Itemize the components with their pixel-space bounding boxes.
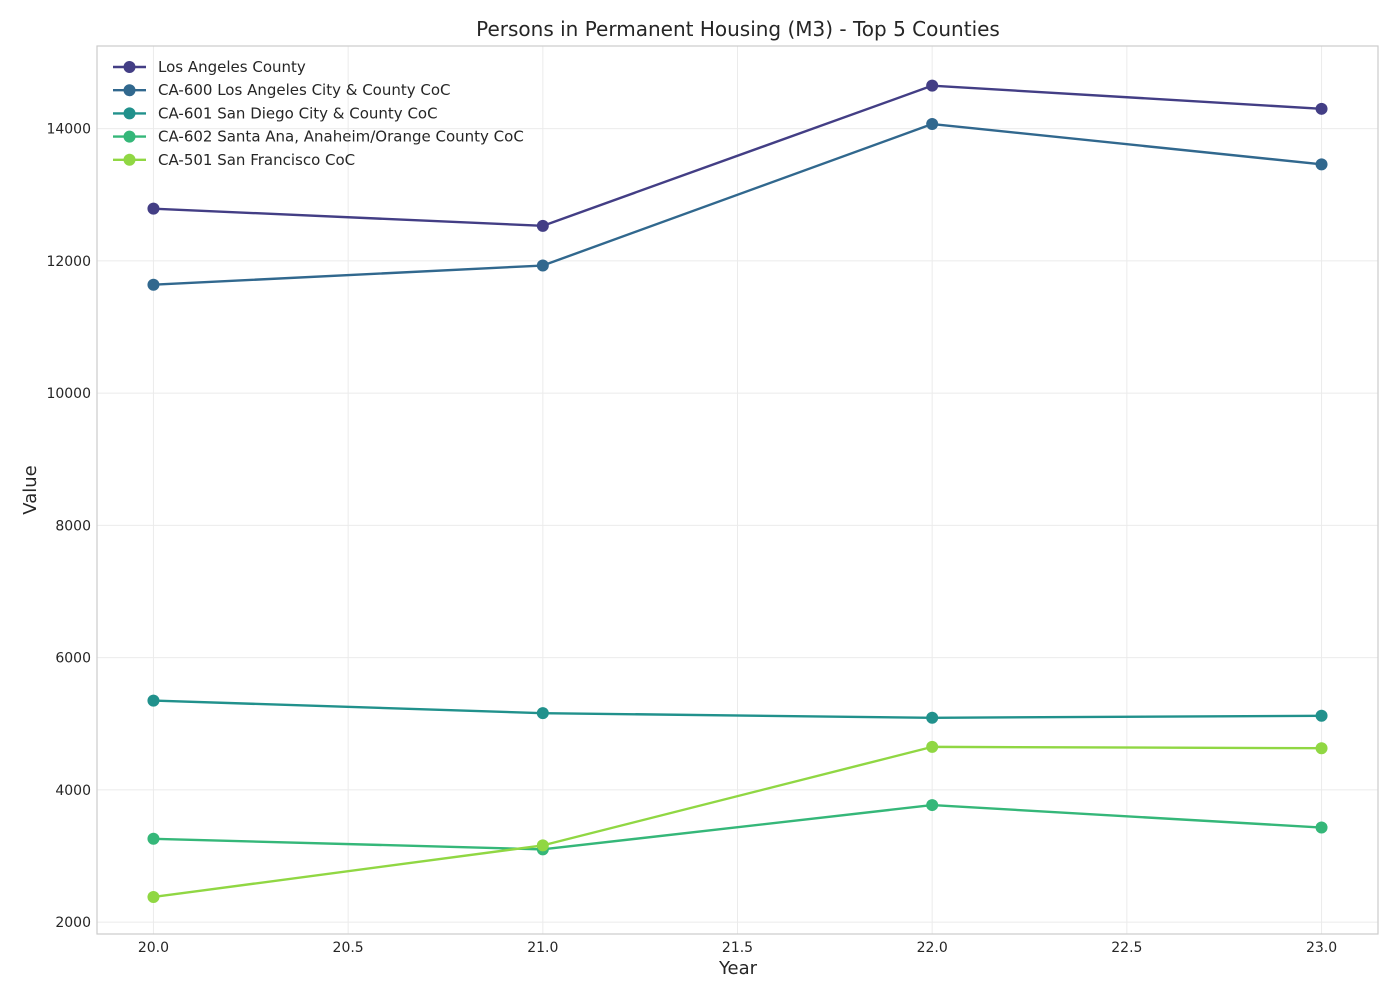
series-group: [147, 694, 1328, 724]
legend-item: Los Angeles County: [113, 58, 306, 76]
chart-title: Persons in Permanent Housing (M3) - Top …: [476, 17, 1000, 41]
data-point: [536, 839, 549, 852]
y-tick-label: 8000: [55, 518, 91, 534]
legend-item: CA-601 San Diego City & County CoC: [113, 104, 438, 122]
y-tick-label: 6000: [55, 651, 91, 667]
data-point: [536, 259, 549, 272]
series-group: [147, 79, 1328, 232]
grid-lines: [97, 46, 1378, 934]
legend-label: CA-601 San Diego City & County CoC: [158, 104, 438, 122]
data-point: [536, 707, 549, 720]
x-tick-label: 22.0: [917, 940, 948, 956]
data-point: [1315, 158, 1328, 171]
data-point: [926, 79, 939, 92]
legend-marker: [123, 84, 136, 97]
legend-item: CA-501 San Francisco CoC: [113, 151, 355, 169]
y-tick-label: 2000: [55, 915, 91, 931]
legend-label: CA-501 San Francisco CoC: [158, 151, 355, 169]
data-point: [926, 711, 939, 724]
data-point: [147, 278, 160, 291]
data-point: [1315, 742, 1328, 755]
legend-label: Los Angeles County: [158, 58, 306, 76]
y-tick-label: 14000: [46, 122, 91, 138]
x-tick-label: 21.5: [722, 940, 753, 956]
legend-label: CA-600 Los Angeles City & County CoC: [158, 81, 451, 99]
series-line: [153, 803, 1322, 851]
data-point: [926, 799, 939, 812]
legend-marker: [123, 153, 136, 166]
legend-marker: [123, 107, 136, 120]
y-tick-label: 10000: [46, 386, 91, 402]
data-point: [1315, 709, 1328, 722]
data-point: [147, 832, 160, 845]
plot-frame: [96, 45, 1379, 935]
x-tick-label: 20.5: [333, 940, 364, 956]
series-line: [153, 84, 1322, 228]
x-tick-label: 20.0: [138, 940, 169, 956]
y-tick-label: 12000: [46, 254, 91, 270]
x-tick-label: 23.0: [1306, 940, 1337, 956]
data-point: [147, 694, 160, 707]
data-series: [147, 79, 1328, 903]
series-line: [153, 745, 1322, 899]
legend: Los Angeles County CA-600 Los Angeles Cit…: [113, 58, 524, 169]
series-line: [153, 699, 1322, 719]
series-group: [147, 118, 1328, 291]
data-point: [147, 202, 160, 215]
data-point: [1315, 821, 1328, 834]
series-line: [153, 122, 1322, 286]
x-tick-label: 22.5: [1111, 940, 1142, 956]
legend-label: CA-602 Santa Ana, Anaheim/Orange County …: [158, 128, 524, 146]
series-group: [147, 740, 1328, 903]
data-point: [147, 890, 160, 903]
data-point: [926, 118, 939, 131]
data-point: [1315, 102, 1328, 115]
data-point: [926, 740, 939, 753]
x-tick-label: 21.0: [527, 940, 558, 956]
y-tick-label: 4000: [55, 783, 91, 799]
legend-item: CA-602 Santa Ana, Anaheim/Orange County …: [113, 128, 524, 146]
legend-item: CA-600 Los Angeles City & County CoC: [113, 81, 451, 99]
axes: 20.0 20.5 21.0 21.5 22.0 22.5 23.0 2000 4000 6000…: [46, 45, 1379, 956]
data-point: [536, 219, 549, 232]
x-axis-label: Year: [718, 958, 758, 979]
y-axis-label: Value: [20, 465, 41, 514]
legend-marker: [123, 61, 136, 73]
legend-marker: [123, 130, 136, 143]
